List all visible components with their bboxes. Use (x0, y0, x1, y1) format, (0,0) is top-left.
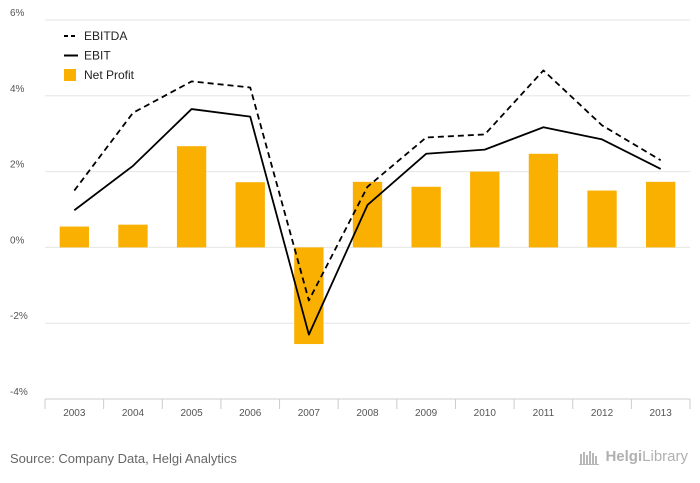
line-ebitda (73, 69, 662, 302)
legend-label-net-profit: Net Profit (84, 68, 135, 82)
net-profit-bars (59, 146, 676, 345)
brand-part2: Library (642, 448, 688, 465)
bar-net-profit (352, 181, 383, 248)
legend-label-ebit: EBIT (84, 49, 111, 63)
legend-swatch-net-profit (64, 69, 76, 81)
bar-net-profit (176, 146, 207, 248)
source-note: Source: Company Data, Helgi Analytics (10, 451, 237, 466)
bar-net-profit (646, 181, 676, 248)
bar-net-profit (528, 153, 559, 248)
y-axis-ticks: -4% -2% 0% 2% 4% 6% (10, 8, 28, 398)
y-tick-label: 2% (10, 160, 25, 171)
x-tick-label: 2012 (591, 408, 614, 419)
x-tick-label: 2007 (298, 408, 321, 419)
bar-net-profit (59, 226, 89, 248)
bar-net-profit (411, 186, 441, 248)
bar-net-profit (235, 182, 265, 248)
bar-net-profit (587, 190, 617, 248)
x-tick-label: 2008 (356, 408, 379, 419)
brand-part1: Helgi (605, 448, 643, 465)
line-ebit (73, 108, 662, 336)
bar-net-profit (470, 171, 500, 248)
x-tick-label: 2013 (650, 408, 673, 419)
y-tick-label: 0% (10, 235, 25, 246)
x-tick-label: 2011 (533, 408, 555, 419)
brand-logo: HelgiLibrary (579, 448, 688, 465)
library-icon (579, 450, 600, 465)
bar-net-profit (118, 224, 148, 248)
legend-label-ebitda: EBITDA (84, 29, 127, 43)
x-tick-label: 2010 (474, 408, 497, 419)
y-tick-label: 6% (10, 8, 25, 19)
chart: -4%-2%0%2%4%6% 2003 2004 2005 2006 2007 2008 2… (10, 8, 691, 419)
x-axis: 2003 2004 2005 2006 2007 2008 2009 2010 2011 2012… (44, 399, 691, 419)
legend: EBITDA EBIT Net Profit (64, 29, 135, 82)
x-tick-label: 2009 (415, 408, 438, 419)
y-tick-label: -2% (10, 311, 28, 322)
y-tick-label: 4% (10, 84, 25, 95)
x-tick-label: 2005 (180, 408, 203, 419)
y-tick-label: -4% (10, 387, 28, 398)
series-lines (73, 69, 662, 336)
x-tick-label: 2006 (239, 408, 262, 419)
x-tick-label: 2004 (122, 408, 145, 419)
x-tick-label: 2003 (63, 408, 86, 419)
